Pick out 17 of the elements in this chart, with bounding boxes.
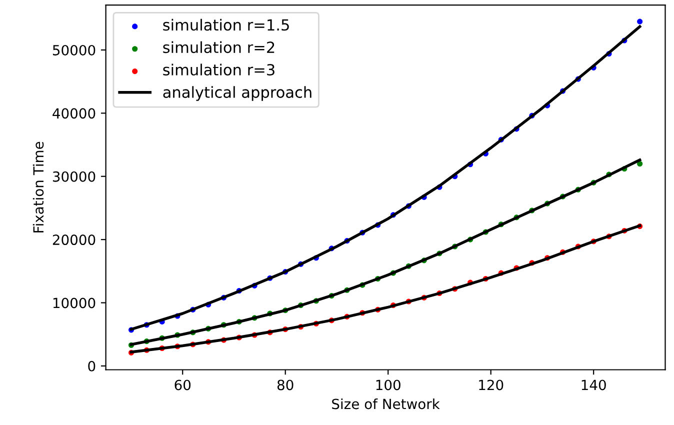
x-tick-label: 120 [479,380,504,390]
x-tick-label: 100 [376,380,400,390]
y-tick-label: 0 [88,360,96,372]
y-tick-label: 10000 [53,298,96,308]
x-tick-label: 140 [582,380,606,390]
y-tick-label: 50000 [52,44,96,56]
x-axis-title: Size of Network [332,398,440,410]
x-tick-label: 80 [277,380,294,390]
y-tick-label: 30000 [52,171,96,182]
y-tick-label: 20000 [52,234,96,246]
x-tick-label: 60 [174,380,191,390]
legend-label: simulation r=3 [163,64,274,76]
y-axis-title: Fixation Time [32,142,44,232]
y-tick-label: 40000 [52,108,96,119]
legend-label: simulation r=2 [163,41,274,54]
legend-label: analytical approach [163,86,312,101]
legend-label: simulation r=1.5 [163,18,289,31]
